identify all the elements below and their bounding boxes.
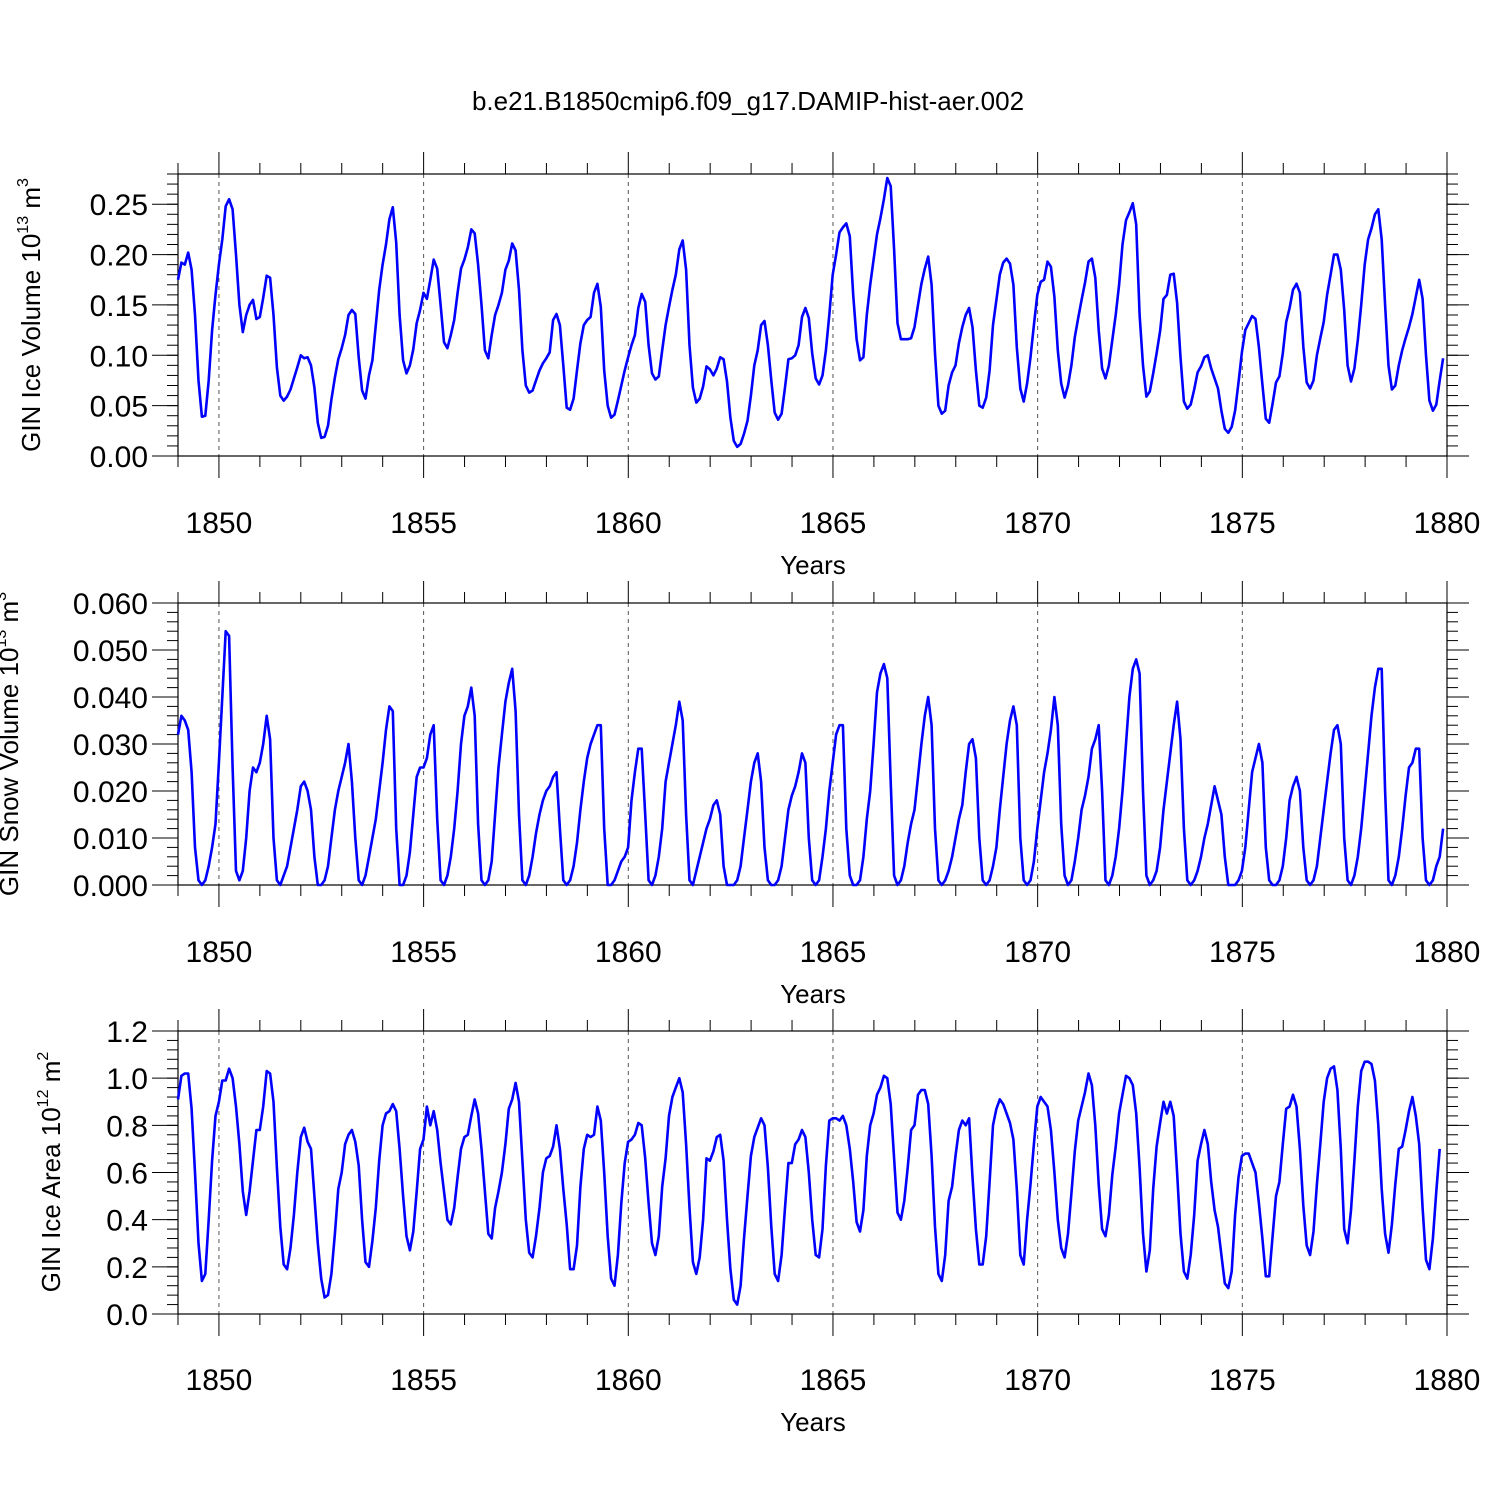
x-tick-label: 1875	[1209, 936, 1276, 969]
plot-frame	[177, 602, 1448, 886]
y-tick-label: 0.0	[106, 1299, 148, 1332]
series-line	[176, 629, 1445, 887]
x-tick-label: 1865	[800, 1364, 867, 1397]
x-axis-label: Years	[780, 1407, 846, 1437]
y-tick-label: 0.00	[90, 441, 148, 474]
y-tick-label: 0.020	[73, 776, 148, 809]
x-tick-label: 1860	[595, 507, 662, 540]
plot-frame	[177, 173, 1448, 457]
series-line	[176, 1060, 1441, 1306]
x-tick-label: 1870	[1004, 1364, 1071, 1397]
x-tick-label: 1865	[800, 936, 867, 969]
x-tick-label: 1865	[800, 507, 867, 540]
y-tick-label: 0.6	[106, 1158, 148, 1191]
x-tick-label: 1855	[390, 936, 457, 969]
y-axis-label: GIN Ice Area 1012 m2	[35, 1052, 66, 1293]
ice-volume-panel: 1850 1855 1860 1865 1870 1875 1880 Years 0.00 0.0…	[15, 152, 1480, 580]
y-tick-label: 0.25	[90, 189, 148, 222]
x-tick-label: 1860	[595, 936, 662, 969]
x-tick-label: 1875	[1209, 1364, 1276, 1397]
y-tick-label: 1.0	[106, 1063, 148, 1096]
figure-title: b.e21.B1850cmip6.f09_g17.DAMIP-hist-aer.…	[472, 86, 1024, 116]
y-tick-label: 0.040	[73, 682, 148, 715]
snow-volume-panel: 1850 1855 1860 1865 1870 1875 1880 Years 0.000 0.…	[0, 581, 1480, 1009]
x-tick-label: 1850	[186, 507, 253, 540]
y-tick-label: 0.050	[73, 635, 148, 668]
y-tick-label: 0.010	[73, 823, 148, 856]
y-tick-label: 0.060	[73, 588, 148, 621]
y-tick-label: 0.10	[90, 340, 148, 373]
y-tick-label: 0.20	[90, 240, 148, 273]
x-tick-label: 1880	[1414, 936, 1481, 969]
series-line	[176, 176, 1445, 449]
y-tick-label: 0.4	[106, 1205, 148, 1238]
x-axis-label: Years	[780, 550, 846, 580]
x-tick-label: 1880	[1414, 507, 1481, 540]
ice-area-panel: 1850 1855 1860 1865 1870 1875 1880 Years 0.0 0.2 0…	[35, 1009, 1480, 1437]
x-tick-label: 1870	[1004, 936, 1071, 969]
y-axis-label: GIN Ice Volume 1013 m3	[15, 178, 46, 452]
y-tick-label: 0.030	[73, 729, 148, 762]
y-tick-label: 0.15	[90, 290, 148, 323]
y-tick-label: 0.05	[90, 391, 148, 424]
x-axis-label: Years	[780, 979, 846, 1009]
x-tick-label: 1855	[390, 1364, 457, 1397]
x-tick-label: 1875	[1209, 507, 1276, 540]
x-tick-label: 1850	[186, 1364, 253, 1397]
y-axis-label: GIN Snow Volume 1013 m3	[0, 592, 24, 896]
x-tick-label: 1870	[1004, 507, 1071, 540]
x-tick-label: 1860	[595, 1364, 662, 1397]
x-tick-label: 1855	[390, 507, 457, 540]
y-tick-label: 0.000	[73, 870, 148, 903]
x-tick-label: 1880	[1414, 1364, 1481, 1397]
y-tick-label: 0.2	[106, 1252, 148, 1285]
x-tick-label: 1850	[186, 936, 253, 969]
y-tick-label: 1.2	[106, 1016, 148, 1049]
y-tick-label: 0.8	[106, 1110, 148, 1143]
